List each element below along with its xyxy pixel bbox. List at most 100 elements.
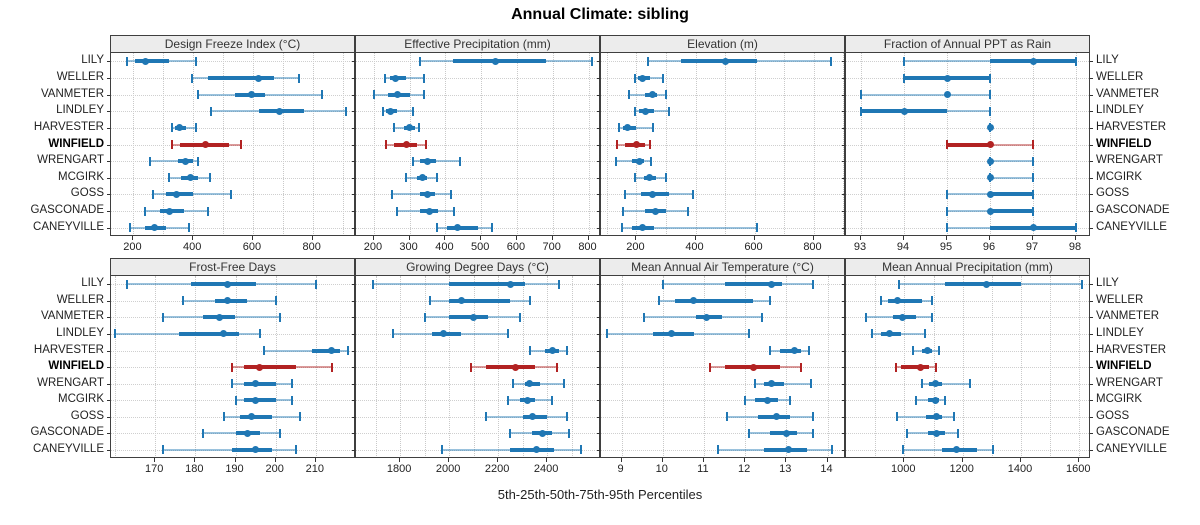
x-tick-label: 180 — [185, 463, 204, 475]
v-gridline — [1076, 53, 1077, 235]
interval-cap — [935, 362, 938, 372]
interval-cap — [565, 412, 568, 422]
h-gridline — [846, 416, 1089, 418]
station-label-harvester: HARVESTER — [33, 343, 104, 356]
y-tick-mark — [597, 61, 600, 63]
v-gridline — [1050, 276, 1052, 457]
x-tick-label: 1000 — [891, 463, 916, 475]
median-dot-wrengart — [182, 157, 190, 165]
v-gridline — [163, 53, 165, 235]
interval-iqr-mcgirk — [243, 398, 276, 403]
interval-cap — [423, 90, 425, 100]
station-label-goss: GOSS — [1096, 187, 1130, 200]
h-gridline — [111, 177, 354, 179]
station-label-wrengart: WRENGART — [1096, 154, 1163, 167]
h-gridline — [601, 161, 844, 163]
y-tick-mark — [1090, 449, 1093, 451]
h-gridline — [356, 127, 599, 129]
median-dot-gasconade — [652, 207, 660, 215]
median-dot-goss — [173, 190, 181, 198]
interval-cap — [196, 156, 199, 166]
median-dot-weller — [893, 297, 901, 305]
interval-iqr-lily — [449, 282, 525, 287]
interval-cap — [262, 346, 265, 355]
y-tick-mark — [597, 400, 600, 402]
x-tick-mark — [192, 236, 194, 240]
h-gridline — [111, 227, 354, 229]
interval-iqr-lily — [724, 282, 783, 287]
y-tick-mark — [1090, 194, 1093, 196]
h-gridline — [356, 449, 599, 451]
x-tick-label: 9 — [617, 463, 624, 475]
panel-header-growing-degree-days-c: Growing Degree Days (°C) — [355, 258, 600, 276]
y-tick-mark — [107, 367, 110, 368]
median-dot-weller — [255, 74, 263, 82]
panel-body-frost-free-days — [110, 276, 355, 458]
interval-cap — [435, 173, 438, 183]
panel-header-elevation-m: Elevation (m) — [600, 35, 845, 53]
y-tick-mark — [597, 317, 600, 319]
interval-cap — [453, 206, 456, 216]
interval-cap — [506, 329, 509, 339]
station-label-gasconade: GASCONADE — [30, 204, 105, 216]
interval-cap — [957, 428, 960, 438]
x-tick-mark — [744, 458, 746, 462]
y-tick-mark — [1090, 211, 1093, 212]
x-tick-label: 800 — [578, 241, 597, 253]
interval-cap — [667, 106, 670, 116]
interval-cap — [114, 329, 116, 339]
interval-cap — [290, 395, 293, 405]
station-label-lily: LILY — [81, 54, 104, 67]
interval-cap — [230, 362, 233, 372]
interval-cap — [258, 329, 261, 339]
interval-iqr-harvester — [780, 348, 801, 353]
h-gridline — [846, 400, 1089, 402]
h-gridline — [111, 400, 354, 402]
y-tick-mark — [1090, 144, 1093, 146]
x-tick-mark — [620, 458, 622, 462]
y-tick-mark — [842, 449, 845, 451]
interval-cap — [952, 412, 955, 422]
interval-iqr-lily — [680, 59, 758, 64]
h-gridline — [846, 383, 1089, 385]
x-tick-label: 400 — [183, 241, 202, 253]
median-dot-caneyville — [953, 446, 961, 454]
interval-cap — [565, 346, 568, 355]
x-tick-mark — [551, 236, 553, 240]
median-dot-gasconade — [538, 429, 546, 437]
y-tick-mark — [352, 144, 355, 146]
interval-cap — [748, 329, 751, 339]
y-tick-mark — [842, 194, 845, 196]
station-label-wrengart: WRENGART — [1096, 376, 1163, 389]
v-gridline — [621, 276, 623, 457]
interval-cap — [906, 428, 909, 438]
interval-cap — [278, 312, 281, 322]
interval-iqr-caneyville — [231, 447, 272, 452]
interval-cap — [744, 395, 747, 405]
interval-cap — [923, 329, 926, 339]
v-gridline — [473, 276, 475, 457]
v-gridline — [991, 276, 993, 457]
interval-cap — [931, 312, 933, 322]
interval-cap — [126, 279, 129, 289]
interval-cap — [901, 445, 904, 455]
h-gridline — [846, 350, 1089, 352]
x-tick-mark — [399, 458, 401, 462]
y-tick-mark — [842, 350, 845, 352]
interval-iqr-winfield — [947, 142, 990, 147]
station-label-vanmeter: VANMETER — [1096, 87, 1160, 100]
h-gridline — [601, 111, 844, 113]
figure-title: Annual Climate: sibling — [511, 6, 689, 23]
interval-iqr-lily — [452, 59, 546, 64]
interval-cap — [294, 445, 297, 455]
interval-cap — [392, 123, 395, 133]
median-dot-vanmeter — [649, 91, 657, 99]
interval-cap — [812, 279, 815, 289]
panel-title: Effective Precipitation (mm) — [404, 37, 551, 51]
x-tick-label: 12 — [737, 463, 751, 475]
y-tick-mark — [597, 350, 600, 352]
y-tick-mark — [597, 383, 600, 385]
y-tick-mark — [1090, 161, 1093, 163]
median-dot-mcgirk — [986, 174, 994, 182]
panel-header-mean-annual-air-temperature-c: Mean Annual Air Temperature (°C) — [600, 258, 845, 276]
